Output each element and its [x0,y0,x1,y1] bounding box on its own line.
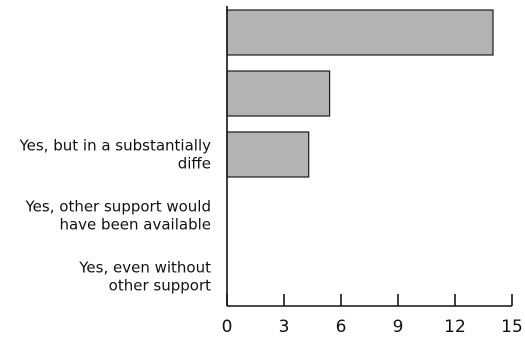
bars-group [226,9,494,178]
x-tick-label-4: 12 [444,317,466,337]
x-axis-ticks: 0 3 6 9 12 15 [222,294,523,337]
bar-2 [226,131,310,178]
bar-0 [226,9,494,56]
x-tick-label-3: 9 [393,317,404,337]
category-label-2: Yes, but in a substantially diffe [18,137,211,173]
x-tick-label-5: 15 [501,317,523,337]
bar-1 [226,70,331,117]
category-label-3: Yes, other support would have been availa… [25,198,211,234]
category-label-4: Yes, even without other support [78,259,211,295]
x-tick-label-0: 0 [222,317,233,337]
x-tick-label-2: 6 [336,317,347,337]
x-tick-label-1: 3 [279,317,290,337]
category-labels: Yes, but in a substantially diffe Yes, oth… [18,137,211,295]
